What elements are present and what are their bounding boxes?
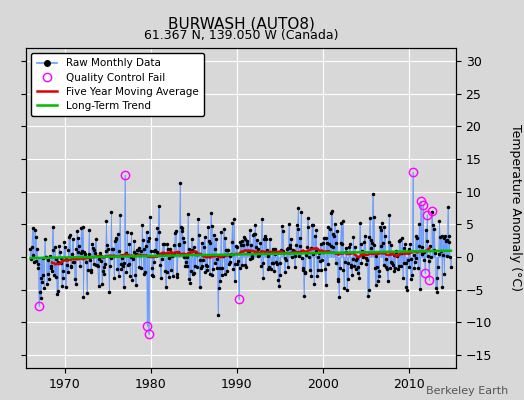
- Legend: Raw Monthly Data, Quality Control Fail, Five Year Moving Average, Long-Term Tren: Raw Monthly Data, Quality Control Fail, …: [31, 53, 204, 116]
- Y-axis label: Temperature Anomaly (°C): Temperature Anomaly (°C): [509, 124, 522, 292]
- Text: 61.367 N, 139.050 W (Canada): 61.367 N, 139.050 W (Canada): [144, 29, 339, 42]
- Title: BURWASH (AUTO8): BURWASH (AUTO8): [168, 16, 314, 32]
- Text: Berkeley Earth: Berkeley Earth: [426, 386, 508, 396]
